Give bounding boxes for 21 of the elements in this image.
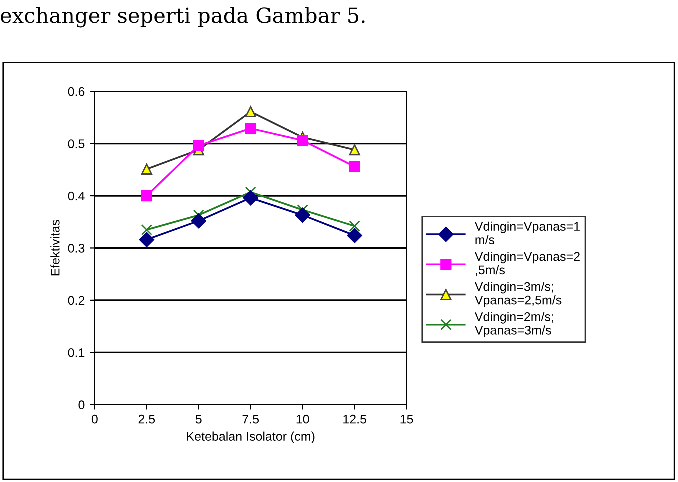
y-tick-label: 0 (78, 400, 85, 410)
x-tick-label: 0 (92, 414, 98, 424)
legend-label: Vdingin=Vpanas=1 m/s (474, 222, 580, 244)
x-axis-title: Ketebalan Isolator (cm) (187, 432, 315, 444)
y-tick-label: 0.3 (68, 244, 85, 253)
x-tick-label: 2.5 (138, 414, 156, 424)
y-tick-label: 0.4 (68, 192, 85, 201)
y-tick-label: 0.1 (68, 348, 85, 358)
y-tick-label: 0.2 (68, 296, 85, 306)
legend-label: Vdingin=2m/s; Vpanas=3m/s (474, 312, 554, 338)
y-tick-label: 0.5 (68, 140, 85, 148)
y-axis-title: Efektivitas (50, 220, 60, 276)
x-tick-label: 5 (196, 415, 202, 424)
y-tick-label: 0.6 (68, 87, 85, 96)
x-tick-label: 12.5 (344, 414, 366, 424)
x-tick-label: 7.5 (242, 415, 260, 424)
text: exchanger seperti pada Gambar 5. (1, 7, 365, 28)
legend-label: Vdingin=Vpanas=2 ,5m/s (474, 252, 580, 276)
x-tick-label: 15 (400, 415, 414, 424)
legend-label: Vdingin=3m/s; Vpanas=2,5m/s (474, 282, 562, 308)
x-tick-label: 10 (296, 414, 310, 424)
